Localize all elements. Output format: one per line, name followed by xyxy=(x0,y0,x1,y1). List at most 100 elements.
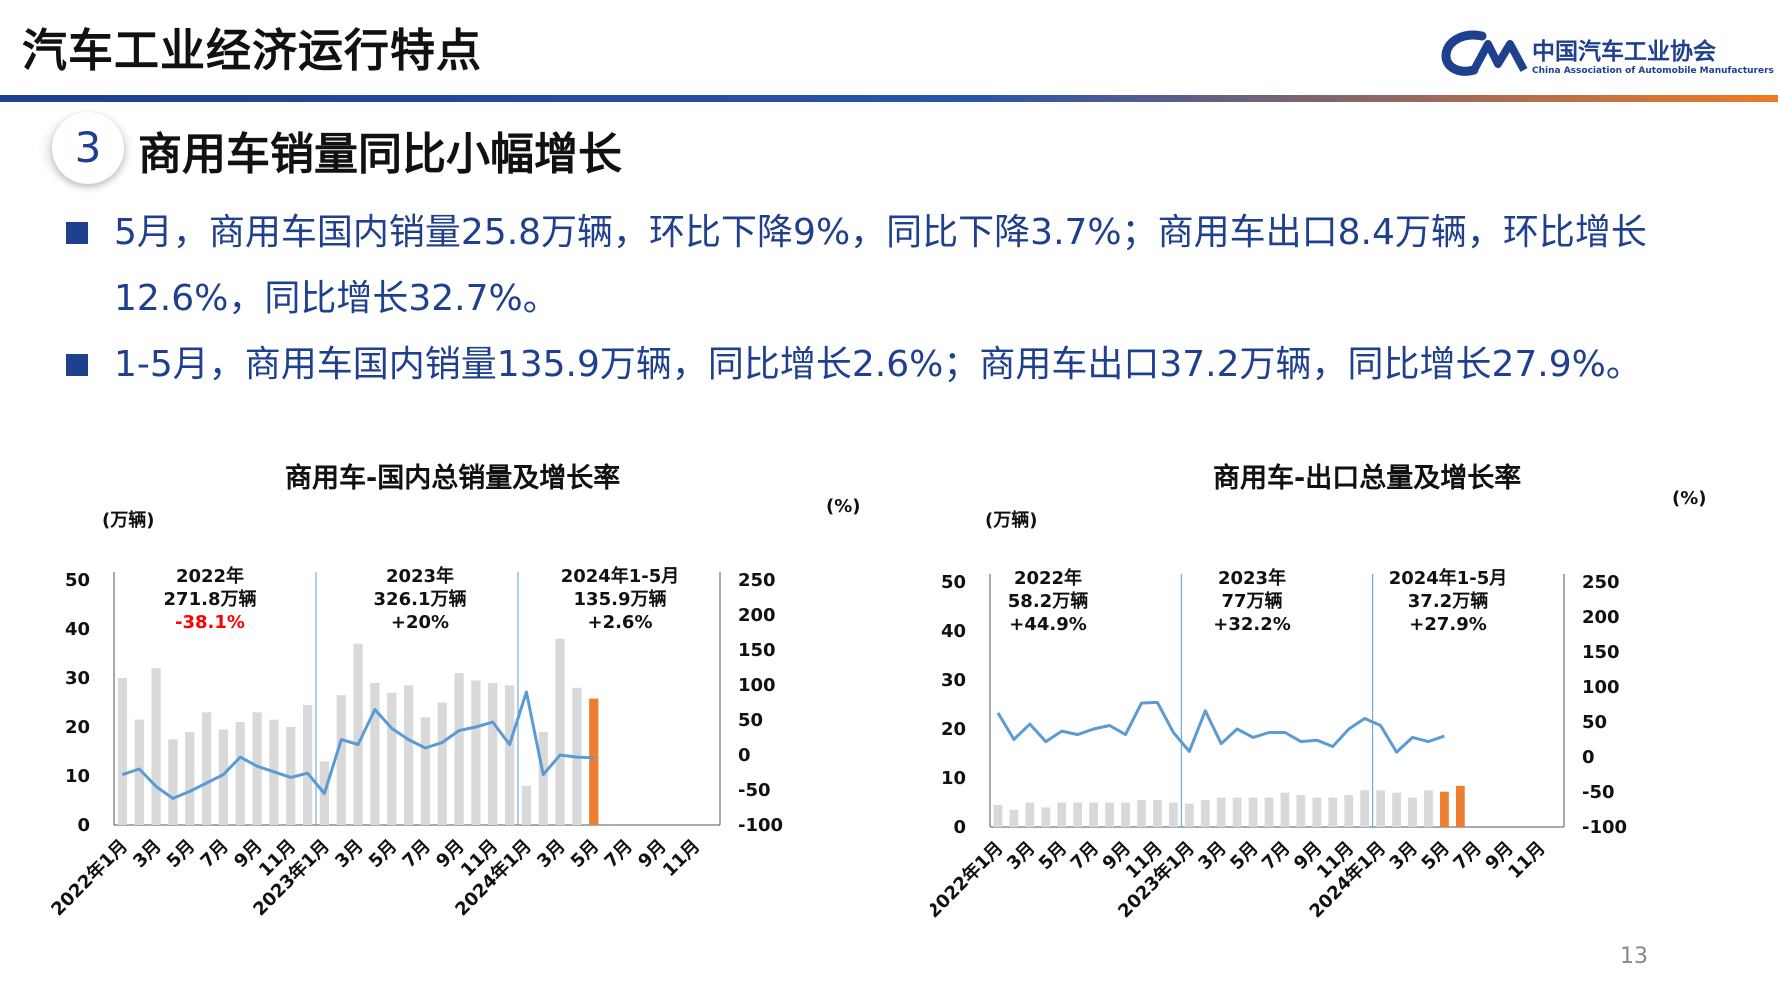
bar xyxy=(218,729,229,825)
right-axis-unit: (%) xyxy=(826,496,861,517)
x-tick-label: 5月 xyxy=(163,836,199,872)
annotation-text: 2023年 xyxy=(1218,567,1286,589)
bar xyxy=(336,695,346,825)
chart-title-domestic: 商用车-国内总销量及增长率 xyxy=(285,463,621,494)
annotation-text: 2023年 xyxy=(386,565,454,587)
bar-highlight xyxy=(589,698,599,825)
x-tick-label: 3月 xyxy=(1194,838,1230,874)
caam-logo-icon xyxy=(1441,30,1528,76)
x-tick-label: 5月 xyxy=(365,836,401,872)
bar xyxy=(403,685,414,825)
bullet-square-icon xyxy=(66,222,88,244)
growth-rate-line xyxy=(121,690,594,800)
section-number: 3 xyxy=(52,112,124,184)
bar xyxy=(521,785,532,825)
right-tick-label: 0 xyxy=(738,745,751,766)
left-tick-label: 50 xyxy=(65,570,90,591)
bar xyxy=(1200,800,1210,827)
annotation-text: 2024年1-5月 xyxy=(1389,567,1508,589)
bar xyxy=(1312,797,1322,827)
bar xyxy=(1360,790,1370,827)
bar xyxy=(1057,802,1067,827)
bar-highlight xyxy=(1455,785,1465,827)
bar xyxy=(555,638,565,825)
bar xyxy=(454,673,464,825)
bar xyxy=(201,712,212,825)
caam-logo: 中国汽车工业协会 China Association of Automobile… xyxy=(1440,28,1774,88)
bar xyxy=(504,685,515,825)
bar xyxy=(387,692,397,825)
x-tick-label: 7月 xyxy=(1258,838,1294,874)
bar xyxy=(1280,792,1290,827)
right-tick-label: 50 xyxy=(1582,712,1607,733)
x-tick-label: 7月 xyxy=(399,836,435,872)
right-tick-label: 200 xyxy=(738,605,776,626)
left-tick-label: 40 xyxy=(941,621,966,642)
x-tick-label: 7月 xyxy=(1067,838,1103,874)
x-tick-label: 5月 xyxy=(1418,838,1454,874)
right-tick-label: 100 xyxy=(738,675,776,696)
chart-domestic: 0 10 20 30 40 50 -100 -50 0 50 100 150 200 250 2022年27… xyxy=(47,565,783,920)
bar xyxy=(1184,803,1194,827)
right-tick-label: 150 xyxy=(738,640,776,661)
bar xyxy=(1376,790,1386,827)
bullet-item: 5月，商用车国内销量25.8万辆，环比下降9%，同比下降3.7%；商用车出口8.… xyxy=(66,200,1726,332)
bar xyxy=(993,804,1003,827)
bar xyxy=(1089,802,1099,827)
left-tick-label: 40 xyxy=(65,619,90,640)
bar xyxy=(1344,795,1354,827)
annotation-text: +20% xyxy=(391,612,449,633)
x-tick-label: 3月 xyxy=(533,836,569,872)
x-tick-label: 5月 xyxy=(1035,838,1071,874)
x-tick-label: 5月 xyxy=(567,836,603,872)
right-tick-label: -100 xyxy=(1582,817,1627,838)
left-tick-label: 0 xyxy=(953,817,966,838)
bar xyxy=(1216,797,1226,827)
left-axis-unit: (万辆) xyxy=(985,510,1038,531)
bar xyxy=(1296,795,1306,827)
x-tick-label: 7月 xyxy=(601,836,637,872)
annotation-text: +27.9% xyxy=(1409,614,1487,635)
annotation-text: 58.2万辆 xyxy=(1008,590,1088,612)
bar xyxy=(252,712,262,825)
bar xyxy=(302,704,313,825)
bar xyxy=(1009,809,1019,827)
left-tick-label: 10 xyxy=(941,768,966,789)
bar xyxy=(420,717,431,825)
annotation-text: 2024年1-5月 xyxy=(561,565,680,587)
bar xyxy=(1168,802,1178,827)
annotation-text: 271.8万辆 xyxy=(164,588,257,610)
bar xyxy=(1264,797,1274,827)
x-tick-label: 3月 xyxy=(1003,838,1039,874)
bar xyxy=(1137,800,1146,827)
right-tick-label: 0 xyxy=(1582,747,1595,768)
bar xyxy=(1328,797,1338,827)
x-tick-label: 5月 xyxy=(1226,838,1262,874)
bar xyxy=(1041,807,1051,827)
bar xyxy=(151,668,161,825)
bar xyxy=(235,722,245,825)
right-axis-unit: (%) xyxy=(1672,488,1707,509)
annotation-text: 2022年 xyxy=(176,565,244,587)
header-divider xyxy=(0,95,1778,102)
right-tick-label: -50 xyxy=(1582,782,1615,803)
logo-text-en: China Association of Automobile Manufact… xyxy=(1532,66,1774,76)
bar xyxy=(117,678,128,825)
bullet-square-icon xyxy=(66,354,88,376)
annotation-text: +2.6% xyxy=(587,612,652,633)
bar xyxy=(353,643,363,825)
growth-rate-line xyxy=(996,700,1445,754)
annotation-text: 135.9万辆 xyxy=(574,588,667,610)
annotation-text: 2022年 xyxy=(1014,567,1082,589)
chart-title-export: 商用车-出口总量及增长率 xyxy=(1213,463,1522,494)
bar xyxy=(488,682,498,825)
x-tick-label: 11月 xyxy=(1504,838,1549,883)
page-number: 13 xyxy=(1620,944,1648,969)
bar xyxy=(168,739,178,825)
annotation-text: +32.2% xyxy=(1213,614,1291,635)
bar xyxy=(1232,797,1242,827)
annotation-text: +44.9% xyxy=(1009,614,1087,635)
left-tick-label: 50 xyxy=(941,572,966,593)
x-tick-label: 7月 xyxy=(1449,838,1485,874)
bar xyxy=(437,702,447,825)
